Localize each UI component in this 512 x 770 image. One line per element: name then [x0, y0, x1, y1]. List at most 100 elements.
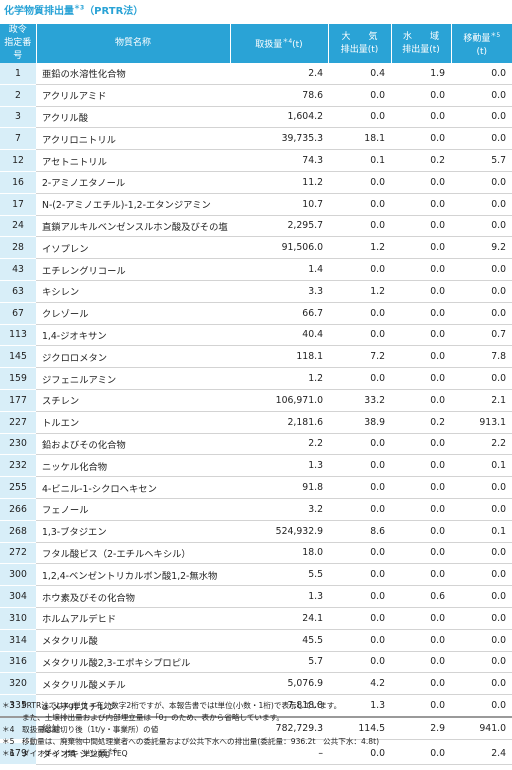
cell-handled: 5.5	[230, 563, 328, 587]
table-row: 159 ジフェニルアミン 1.2 0.0 0.0 0.0	[0, 367, 512, 390]
cell-air: 0.0	[328, 171, 391, 194]
cell-transfer: 0.0	[451, 84, 512, 107]
header-transfer: 移動量＊5 (t)	[451, 24, 512, 63]
cell-transfer: 0.0	[451, 498, 512, 521]
cell-water: 0.0	[391, 367, 451, 390]
footnote-line: ＊6 ダイオキシン類 単位mg-TEQ	[2, 748, 379, 760]
cell-no: 12	[0, 149, 36, 172]
cell-transfer: 0.0	[451, 193, 512, 216]
cell-handled: 66.7	[230, 302, 328, 325]
table-row: 232 ニッケル化合物 1.3 0.0 0.0 0.1	[0, 454, 512, 478]
table-row: 230 鉛およびその化合物 2.2 0.0 0.0 2.2	[0, 433, 512, 456]
cell-transfer: 0.0	[451, 563, 512, 587]
total-water: 2.9	[391, 715, 451, 740]
table-row: 113 1,4-ジオキサン 40.4 0.0 0.0 0.7	[0, 324, 512, 347]
cell-air: 18.1	[328, 127, 391, 151]
table-row: 67 クレゾール 66.7 0.0 0.0 0.0	[0, 302, 512, 325]
cell-transfer: 0.0	[451, 367, 512, 390]
cell-transfer: 2.2	[451, 433, 512, 456]
cell-name: フェノール	[36, 498, 230, 521]
footnote-line: また、土壌排出量および内部埋立量は「0」のため、表から省略しています。	[2, 712, 379, 724]
cell-air: 0.0	[328, 651, 391, 674]
cell-water: 0.0	[391, 324, 451, 347]
cell-handled: 2.2	[230, 433, 328, 456]
cell-transfer: 0.0	[451, 585, 512, 608]
cell-name: フタル酸ビス（2-エチルヘキシル）	[36, 542, 230, 565]
cell-air: 0.0	[328, 542, 391, 565]
cell-air: 0.0	[328, 106, 391, 129]
cell-transfer: 0.0	[451, 280, 512, 303]
table-row: 2 アクリルアミド 78.6 0.0 0.0 0.0	[0, 84, 512, 107]
cell-name: 1,3-ブタジエン	[36, 520, 230, 543]
cell-name: メタクリル酸メチル	[36, 672, 230, 696]
cell-water: 0.0	[391, 542, 451, 565]
cell-no: 335	[0, 694, 36, 718]
cell-water: 0.0	[391, 672, 451, 696]
cell-name: ホウ素及びその化合物	[36, 585, 230, 608]
cell-handled: 524,932.9	[230, 520, 328, 543]
cell-no: 63	[0, 280, 36, 303]
total-label: 総計	[36, 715, 230, 740]
footnote-text: PRTR法ではkg単位・有効数字2桁ですが、本報告書ではt単位(小数・1桁)で表…	[22, 701, 342, 710]
footnote-text: また、土壌排出量および内部埋立量は「0」のため、表から省略しています。	[22, 713, 285, 722]
cell-handled: 1.4	[230, 258, 328, 281]
cell-handled: 5,076.9	[230, 672, 328, 696]
header-no: 政令 指定番号	[0, 24, 37, 63]
cell-name: 2-アミノエタノール	[36, 171, 230, 194]
cell-air: 33.2	[328, 389, 391, 412]
table-row: 7 アクリロニトリル 39,735.3 18.1 0.0 0.0	[0, 127, 512, 151]
cell-water: 0.0	[391, 607, 451, 630]
table-row: 227 トルエン 2,181.6 38.9 0.2 913.1	[0, 411, 512, 434]
cell-name: キシレン	[36, 280, 230, 303]
cell-name: エチレングリコール	[36, 258, 230, 281]
dioxin-air: 0.0	[328, 742, 391, 765]
title-text: 化学物質排出量	[4, 6, 74, 17]
cell-transfer: 0.0	[451, 672, 512, 696]
table-row: 314 メタクリル酸 45.5 0.0 0.0 0.0	[0, 629, 512, 652]
cell-water: 0.0	[391, 389, 451, 412]
cell-no: 24	[0, 215, 36, 238]
total-no	[0, 715, 36, 740]
footnote-text: 取扱量は裾切り後（1t/y・事業所）の値	[22, 725, 159, 734]
cell-transfer: 0.0	[451, 542, 512, 565]
footnote-line: ＊3 PRTR法ではkg単位・有効数字2桁ですが、本報告書ではt単位(小数・1桁)…	[2, 700, 379, 712]
cell-water: 0.0	[391, 345, 451, 369]
table-row: 268 1,3-ブタジエン 524,932.9 8.6 0.0 0.1	[0, 520, 512, 543]
table-row: 310 ホルムアルデヒド 24.1 0.0 0.0 0.0	[0, 607, 512, 630]
table-row: 304 ホウ素及びその化合物 1.3 0.0 0.6 0.0	[0, 585, 512, 608]
cell-water: 0.0	[391, 193, 451, 216]
cell-no: 67	[0, 302, 36, 325]
cell-no: 113	[0, 324, 36, 347]
header-water: 水 域排出量(t)	[391, 24, 452, 63]
table-row: 63 キシレン 3.3 1.2 0.0 0.0	[0, 280, 512, 303]
cell-air: 0.0	[328, 454, 391, 478]
cell-handled: 39,735.3	[230, 127, 328, 151]
cell-water: 0.0	[391, 302, 451, 325]
cell-no: 159	[0, 367, 36, 390]
table-row: 255 4-ビニル-1-シクロヘキセン 91.8 0.0 0.0 0.0	[0, 476, 512, 499]
cell-name: 鉛およびその化合物	[36, 433, 230, 456]
cell-no: 17	[0, 193, 36, 216]
prtr-table: 政令 指定番号 物質名称 取扱量＊4(t) 大 気排出量(t) 水 域排出量(t)…	[0, 24, 512, 765]
cell-handled: 91.8	[230, 476, 328, 499]
footnote-mark: ＊4	[2, 725, 15, 734]
cell-water: 0.0	[391, 651, 451, 674]
cell-no: 230	[0, 433, 36, 456]
cell-no: 304	[0, 585, 36, 608]
cell-no: 300	[0, 563, 36, 587]
cell-no: 177	[0, 389, 36, 412]
footnote-mark: ＊6	[2, 749, 15, 758]
cell-no: 320	[0, 672, 36, 696]
cell-transfer: 0.0	[451, 694, 512, 718]
total-air: 114.5	[328, 715, 391, 740]
cell-air: 0.0	[328, 563, 391, 587]
cell-water: 0.0	[391, 258, 451, 281]
table-row: 43 エチレングリコール 1.4 0.0 0.0 0.0	[0, 258, 512, 281]
cell-transfer: 9.2	[451, 236, 512, 260]
cell-name: アセトニトリル	[36, 149, 230, 172]
cell-transfer: 0.0	[451, 63, 512, 85]
cell-air: 1.2	[328, 236, 391, 260]
cell-air: 0.0	[328, 367, 391, 390]
cell-no: 266	[0, 498, 36, 521]
total-transfer: 941.0	[451, 715, 512, 740]
